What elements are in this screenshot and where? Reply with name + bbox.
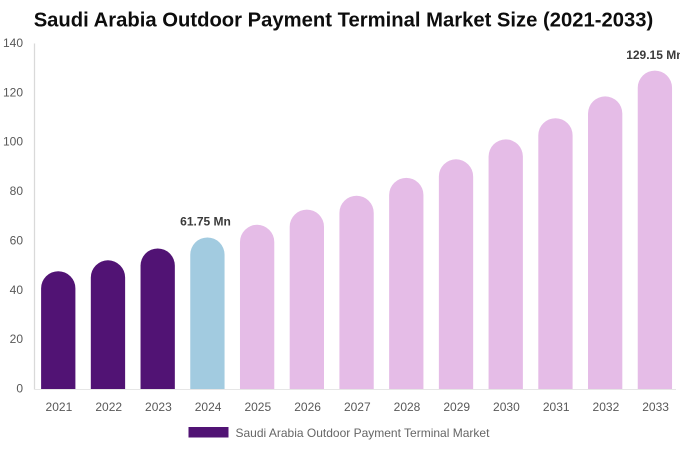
svg-text:80: 80 <box>10 184 24 198</box>
svg-text:2021: 2021 <box>46 400 73 414</box>
svg-text:100: 100 <box>3 135 23 149</box>
svg-text:60: 60 <box>10 233 24 247</box>
svg-text:2025: 2025 <box>244 400 271 414</box>
svg-text:0: 0 <box>16 382 23 396</box>
svg-text:2026: 2026 <box>294 400 321 414</box>
svg-text:Saudi Arabia Outdoor Payment T: Saudi Arabia Outdoor Payment Terminal Ma… <box>34 9 654 31</box>
svg-text:2033: 2033 <box>642 400 669 414</box>
svg-text:120: 120 <box>3 85 23 99</box>
svg-text:2030: 2030 <box>493 400 520 414</box>
svg-text:2031: 2031 <box>543 400 570 414</box>
svg-text:40: 40 <box>10 283 24 297</box>
svg-text:2029: 2029 <box>443 400 470 414</box>
svg-text:20: 20 <box>10 332 24 346</box>
svg-text:2028: 2028 <box>394 400 421 414</box>
svg-text:2022: 2022 <box>95 400 122 414</box>
svg-text:2024: 2024 <box>195 400 222 414</box>
svg-text:Saudi Arabia Outdoor Payment T: Saudi Arabia Outdoor Payment Terminal Ma… <box>236 426 491 440</box>
svg-text:2027: 2027 <box>344 400 371 414</box>
svg-text:61.75 Mn: 61.75 Mn <box>180 215 231 229</box>
svg-text:2023: 2023 <box>145 400 172 414</box>
svg-text:2032: 2032 <box>593 400 620 414</box>
svg-text:129.15 Mn: 129.15 Mn <box>626 48 680 62</box>
svg-text:140: 140 <box>3 36 23 50</box>
